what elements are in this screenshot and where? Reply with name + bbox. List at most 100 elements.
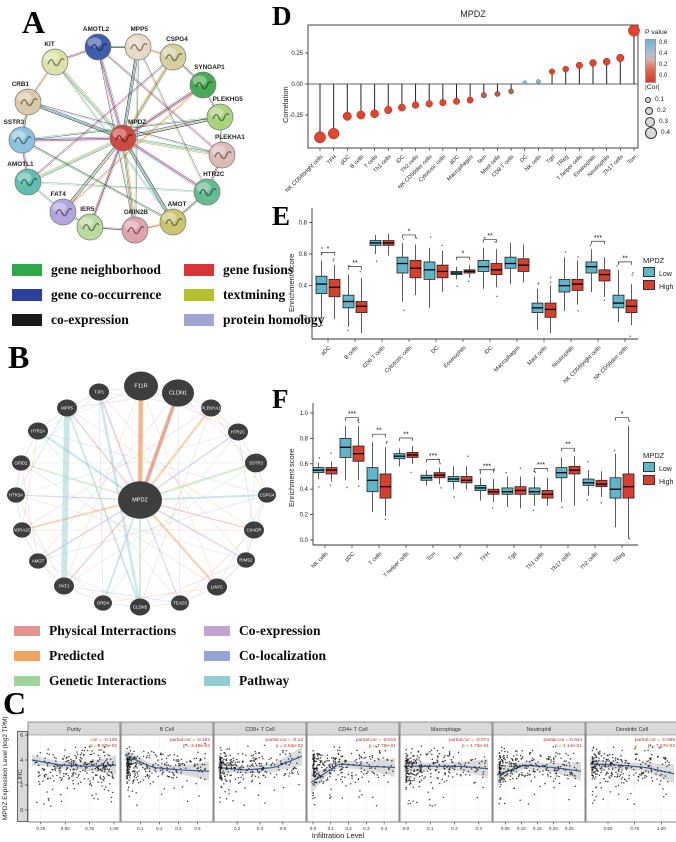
legend-item: co-expression	[12, 312, 184, 328]
svg-text:CD8+ T Cell: CD8+ T Cell	[245, 727, 274, 733]
svg-text:0.2: 0.2	[234, 826, 241, 831]
cor-size-dot	[645, 126, 657, 139]
legend-swatch	[184, 314, 214, 326]
pvalue-legend-title: P value	[645, 29, 668, 36]
svg-text:0.15: 0.15	[533, 826, 542, 831]
svg-text:HTR2C: HTR2C	[203, 171, 225, 178]
svg-text:0: 0	[20, 808, 23, 814]
legend-item: Physical Interractions	[14, 623, 204, 639]
svg-text:T cells: T cells	[368, 551, 384, 567]
svg-text:0.2: 0.2	[300, 513, 309, 519]
svg-text:p = 1.90e-02: p = 1.90e-02	[90, 743, 117, 749]
legend-item: Predicted	[14, 648, 204, 664]
svg-text:*: *	[462, 251, 465, 258]
legend-swatch	[14, 626, 40, 636]
legend-item: Genetic Interactions	[14, 673, 204, 689]
svg-text:0.75: 0.75	[630, 826, 639, 831]
panel-e-label: E	[272, 201, 291, 231]
cor-size-dot	[645, 116, 655, 127]
svg-text:0.3: 0.3	[476, 826, 483, 831]
svg-text:0.20: 0.20	[549, 826, 558, 831]
infiltration-axis-label: Infiltration Level	[311, 831, 365, 840]
string-network-plot: KIT AMOTL2 MPP5 CSPG4 SYNGAP1 PLEKHG5 PLEKHA1 H…	[4, 26, 245, 244]
high-swatch	[643, 475, 655, 486]
svg-text:0.3: 0.3	[175, 826, 182, 831]
pvalue-tick: 0.4	[659, 51, 668, 58]
svg-text:HTR3A: HTR3A	[9, 493, 23, 498]
cor-legend-item: 0.1	[645, 94, 670, 105]
svg-text:partial.cor = -0.015: partial.cor = -0.015	[356, 737, 396, 743]
svg-text:0.6: 0.6	[299, 252, 308, 258]
legend-label: Physical Interractions	[49, 623, 177, 638]
genemania-network-plot: F11R CLDN1 PLEKHA1 HTR2C SSTR3 CSPG4 CXADR RIMS…	[7, 371, 276, 616]
svg-text:CD4+ T Cell: CD4+ T Cell	[338, 727, 367, 733]
svg-text:0.25: 0.25	[291, 51, 303, 57]
svg-text:HTR2C: HTR2C	[231, 430, 245, 435]
svg-text:***: ***	[537, 462, 545, 469]
svg-text:SYNGAP1: SYNGAP1	[194, 64, 225, 71]
svg-text:0.8: 0.8	[300, 436, 309, 442]
legend-item: gene neighborhood	[12, 262, 184, 278]
pvalue-tick: 0.0	[659, 73, 668, 80]
svg-text:partial.cor = -0.12: partial.cor = -0.12	[266, 737, 304, 743]
svg-text:*: *	[621, 411, 624, 418]
svg-text:2: 2	[20, 783, 23, 789]
cor-size-dot	[645, 96, 651, 103]
svg-text:Tem: Tem	[453, 551, 465, 563]
svg-text:0.0: 0.0	[310, 826, 317, 831]
svg-text:0.1: 0.1	[137, 826, 144, 831]
svg-text:1.0: 1.0	[300, 411, 309, 417]
svg-text:Purity: Purity	[67, 727, 81, 733]
svg-text:0.25: 0.25	[565, 826, 574, 831]
svg-text:p = 7.57e-02: p = 7.57e-02	[648, 743, 675, 749]
high-swatch	[643, 280, 655, 291]
svg-text:0.3: 0.3	[363, 826, 370, 831]
svg-text:**: **	[352, 260, 358, 267]
svg-text:1.00: 1.00	[110, 826, 119, 831]
svg-text:DC: DC	[430, 345, 440, 355]
legend-item: Co-localization	[204, 648, 339, 664]
svg-text:0.25: 0.25	[36, 826, 45, 831]
svg-text:***: ***	[348, 411, 356, 418]
svg-text:AMOT: AMOT	[168, 201, 187, 208]
svg-text:0.05: 0.05	[501, 826, 510, 831]
legend-label: textmining	[223, 287, 286, 302]
legend-swatch	[12, 314, 42, 326]
svg-text:Macrophages: Macrophages	[493, 345, 521, 373]
legend-label: protein homology	[223, 312, 325, 327]
mpdz-legend-e: MPDZ Low High	[643, 255, 673, 293]
svg-text:SSTR3: SSTR3	[4, 119, 25, 126]
svg-text:TJP1: TJP1	[94, 390, 105, 395]
svg-text:PATJ: PATJ	[59, 584, 69, 589]
svg-text:0.0: 0.0	[403, 826, 410, 831]
cor-legend-item: 0.4	[645, 126, 671, 139]
svg-text:MPP5: MPP5	[61, 406, 73, 411]
low-swatch	[643, 267, 655, 277]
cor-legend-title: |Cor|	[645, 84, 660, 92]
svg-text:AMOT: AMOT	[32, 559, 45, 564]
svg-text:0.00: 0.00	[291, 82, 303, 88]
svg-text:CLDN1: CLDN1	[169, 391, 187, 397]
genemania-legend: Physical Interractions Co-expression Pre…	[14, 623, 339, 689]
svg-text:Th17 cells: Th17 cells	[550, 551, 572, 573]
cor-size-label: 0.4	[661, 129, 671, 136]
panel-d-label: D	[272, 1, 292, 31]
svg-text:MPDZ: MPDZ	[132, 498, 148, 504]
svg-text:p = 2.63e-02: p = 2.63e-02	[276, 743, 303, 749]
legend-swatch	[204, 651, 230, 661]
legend-item: gene co-occurrence	[12, 287, 184, 303]
svg-text:iDC: iDC	[395, 154, 406, 165]
svg-text:0.1: 0.1	[328, 826, 335, 831]
legend-item: protein homology	[184, 312, 334, 328]
svg-text:SSTR3: SSTR3	[249, 461, 263, 466]
svg-text:p = 1.73e-01: p = 1.73e-01	[462, 743, 489, 749]
legend-label: co-expression	[51, 312, 129, 327]
legend-swatch	[12, 289, 42, 301]
cor-size-dot	[645, 106, 653, 115]
svg-text:KIT: KIT	[44, 41, 54, 48]
cor-size-label: 0.1	[655, 96, 665, 103]
svg-text:Eosinophils: Eosinophils	[443, 345, 468, 370]
mpdz-legend-title: MPDZ	[643, 451, 665, 460]
